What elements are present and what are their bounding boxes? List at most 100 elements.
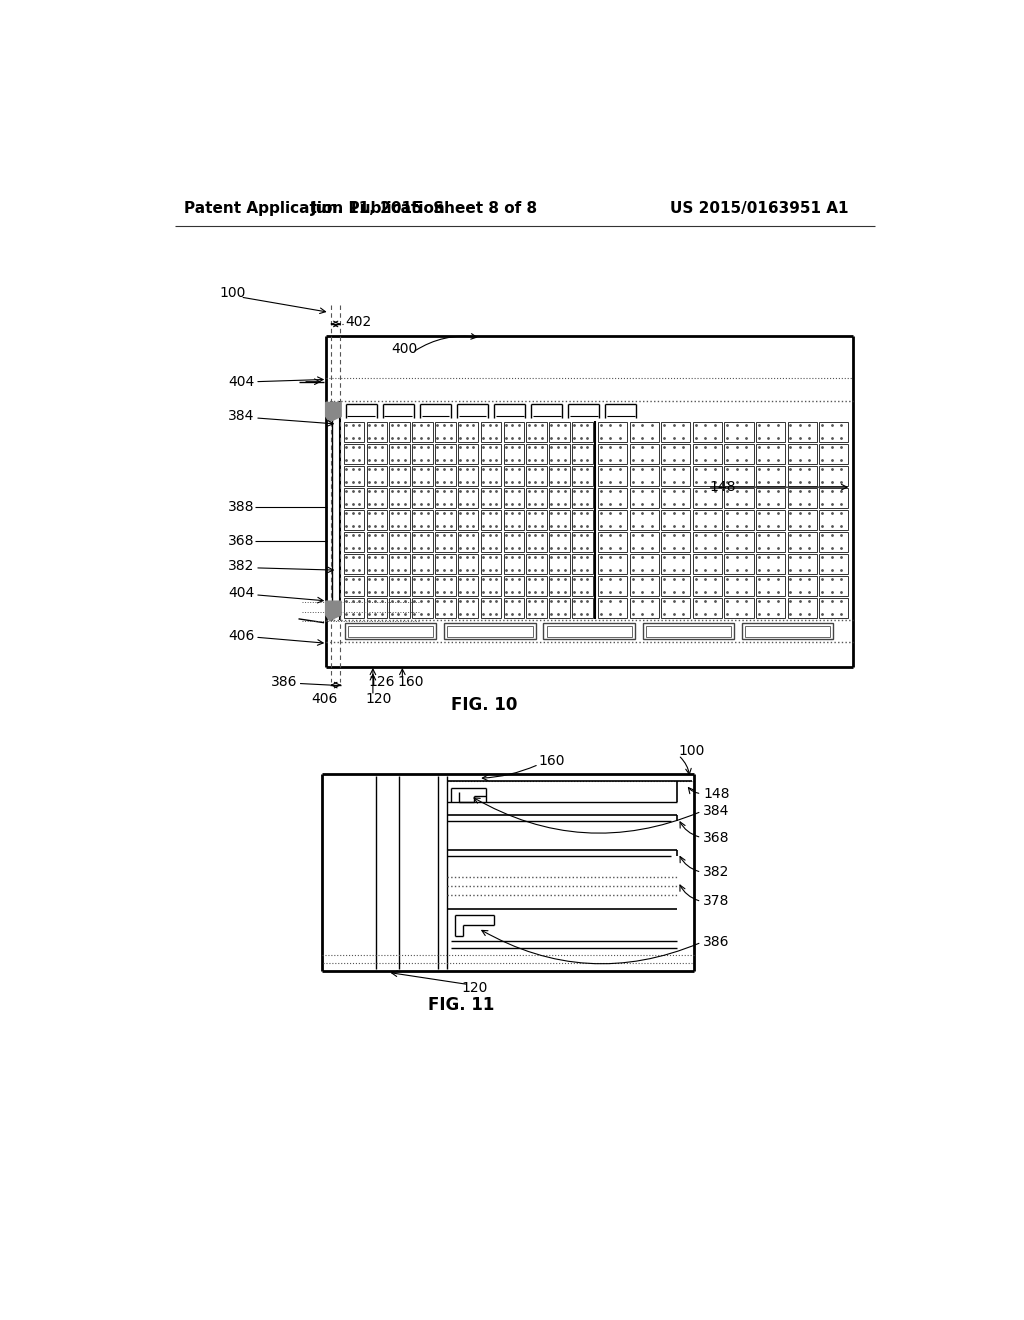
Bar	[787, 422, 817, 442]
Bar	[630, 532, 658, 552]
Bar	[458, 598, 478, 618]
Bar	[504, 554, 524, 574]
Bar	[344, 444, 365, 463]
Bar	[413, 576, 433, 595]
Bar	[367, 510, 387, 529]
Bar	[389, 576, 410, 595]
Text: 148: 148	[703, 787, 729, 801]
Text: Jun. 11, 2015  Sheet 8 of 8: Jun. 11, 2015 Sheet 8 of 8	[311, 201, 539, 216]
Text: 404: 404	[228, 586, 254, 601]
Bar	[367, 598, 387, 618]
Bar	[744, 626, 830, 636]
Bar	[549, 444, 569, 463]
Bar	[819, 510, 848, 529]
Bar	[693, 510, 722, 529]
Bar	[630, 576, 658, 595]
Bar	[413, 554, 433, 574]
Bar	[756, 488, 785, 508]
Bar	[662, 598, 690, 618]
Bar	[572, 422, 593, 442]
Text: 368: 368	[703, 830, 729, 845]
Bar	[504, 576, 524, 595]
Bar	[435, 488, 456, 508]
Text: Patent Application Publication: Patent Application Publication	[183, 201, 444, 216]
Bar	[389, 510, 410, 529]
Bar	[598, 466, 628, 486]
Bar	[724, 510, 754, 529]
Bar	[458, 422, 478, 442]
Bar	[544, 623, 635, 639]
Bar	[756, 466, 785, 486]
Bar	[598, 444, 628, 463]
Bar	[787, 488, 817, 508]
Bar	[693, 444, 722, 463]
Bar	[693, 576, 722, 595]
Bar	[693, 532, 722, 552]
Bar	[504, 466, 524, 486]
Text: 100: 100	[678, 744, 705, 758]
Bar	[389, 422, 410, 442]
Bar	[481, 466, 502, 486]
Text: 402: 402	[345, 315, 372, 330]
Bar	[549, 554, 569, 574]
Bar	[458, 510, 478, 529]
Bar	[526, 510, 547, 529]
Bar	[819, 422, 848, 442]
Bar	[756, 510, 785, 529]
Bar	[526, 576, 547, 595]
Bar	[344, 510, 365, 529]
Bar	[662, 466, 690, 486]
Bar	[389, 488, 410, 508]
Bar	[413, 466, 433, 486]
Bar	[572, 466, 593, 486]
Bar	[572, 510, 593, 529]
Bar	[572, 576, 593, 595]
Text: 148: 148	[710, 480, 736, 494]
Text: 404: 404	[228, 375, 254, 388]
Bar	[572, 444, 593, 463]
Bar	[549, 466, 569, 486]
Bar	[367, 466, 387, 486]
Bar	[444, 623, 536, 639]
Bar	[572, 532, 593, 552]
Bar	[724, 444, 754, 463]
Text: 382: 382	[228, 560, 254, 573]
Bar	[598, 532, 628, 552]
Bar	[756, 444, 785, 463]
Bar	[693, 466, 722, 486]
Bar	[693, 422, 722, 442]
Bar	[526, 532, 547, 552]
Bar	[787, 576, 817, 595]
Bar	[598, 488, 628, 508]
Bar	[344, 488, 365, 508]
Bar	[389, 598, 410, 618]
Bar	[630, 422, 658, 442]
Bar	[435, 422, 456, 442]
Bar	[413, 598, 433, 618]
Bar	[367, 444, 387, 463]
Bar	[630, 510, 658, 529]
Bar	[481, 422, 502, 442]
Bar	[549, 422, 569, 442]
Bar	[643, 623, 734, 639]
Bar	[756, 576, 785, 595]
Bar	[413, 532, 433, 552]
Bar	[724, 598, 754, 618]
Text: 160: 160	[539, 754, 565, 767]
Bar	[598, 510, 628, 529]
Bar	[756, 532, 785, 552]
Bar	[598, 554, 628, 574]
Bar	[481, 598, 502, 618]
Bar	[724, 576, 754, 595]
Bar	[367, 488, 387, 508]
Bar	[504, 532, 524, 552]
Text: 160: 160	[397, 675, 424, 689]
Text: 384: 384	[228, 409, 254, 424]
Polygon shape	[326, 601, 341, 620]
Bar	[526, 444, 547, 463]
Bar	[435, 466, 456, 486]
Bar	[572, 554, 593, 574]
Bar	[787, 554, 817, 574]
Text: 400: 400	[391, 342, 418, 356]
Bar	[598, 422, 628, 442]
